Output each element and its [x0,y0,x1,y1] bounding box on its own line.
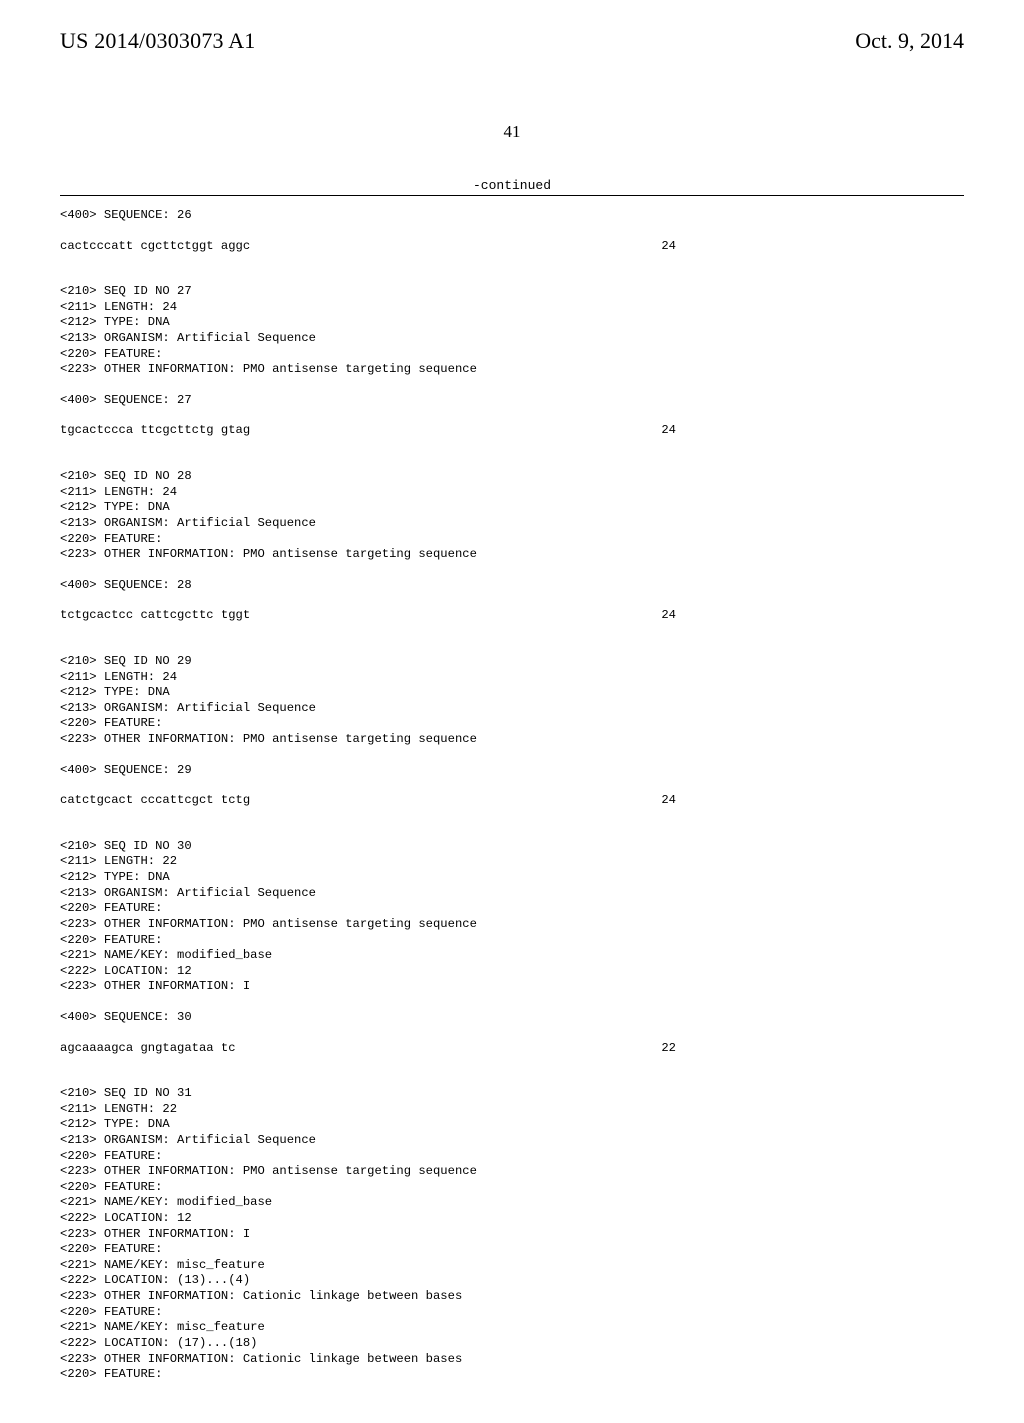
listing-line: <213> ORGANISM: Artificial Sequence [60,701,964,717]
page-number: 41 [60,122,964,142]
listing-line: <220> FEATURE: [60,901,964,917]
gap [60,1071,964,1086]
listing-line: <212> TYPE: DNA [60,870,964,886]
listing-line: <223> OTHER INFORMATION: PMO antisense t… [60,1164,964,1180]
gap [60,824,964,839]
listing-line: <222> LOCATION: 12 [60,964,964,980]
listing-line: <213> ORGANISM: Artificial Sequence [60,886,964,902]
gap [60,748,964,763]
listing-line: <210> SEQ ID NO 30 [60,839,964,855]
listing-line: <212> TYPE: DNA [60,685,964,701]
listing-line: <211> LENGTH: 24 [60,300,964,316]
listing-line: <210> SEQ ID NO 28 [60,469,964,485]
listing-line: <220> FEATURE: [60,532,964,548]
listing-line: <212> TYPE: DNA [60,315,964,331]
page-header: US 2014/0303073 A1 Oct. 9, 2014 [60,0,964,64]
listing-line: <223> OTHER INFORMATION: PMO antisense t… [60,547,964,563]
sequence-length: 24 [646,239,676,255]
divider-rule [60,195,964,196]
listing-line: <211> LENGTH: 22 [60,1102,964,1118]
listing-line: <223> OTHER INFORMATION: Cationic linkag… [60,1289,964,1305]
gap [60,224,964,239]
patent-page: US 2014/0303073 A1 Oct. 9, 2014 41 -cont… [0,0,1024,1423]
listing-line: <400> SEQUENCE: 29 [60,763,964,779]
listing-line: <400> SEQUENCE: 27 [60,393,964,409]
listing-line: <223> OTHER INFORMATION: I [60,979,964,995]
sequence-length: 24 [646,793,676,809]
gap [60,563,964,578]
listing-line: <221> NAME/KEY: misc_feature [60,1320,964,1336]
gap [60,454,964,469]
gap [60,378,964,393]
sequence-length: 22 [646,1041,676,1057]
sequence-text: tgcactccca ttcgcttctg gtag [60,423,250,439]
listing-line: <400> SEQUENCE: 30 [60,1010,964,1026]
sequence-length: 24 [646,608,676,624]
sequence-row: tctgcactcc cattcgcttc tggt 24 [60,608,676,624]
continued-header: -continued [60,178,964,196]
gap [60,995,964,1010]
listing-line: <220> FEATURE: [60,1242,964,1258]
listing-line: <220> FEATURE: [60,1149,964,1165]
listing-line: <220> FEATURE: [60,1367,964,1383]
listing-line: <211> LENGTH: 22 [60,854,964,870]
gap [60,269,964,284]
sequence-text: tctgcactcc cattcgcttc tggt [60,608,250,624]
sequence-text: agcaaaagca gngtagataa tc [60,1041,236,1057]
gap [60,1026,964,1041]
listing-line: <211> LENGTH: 24 [60,485,964,501]
sequence-row: cactcccatt cgcttctggt aggc 24 [60,239,676,255]
sequence-text: catctgcact cccattcgct tctg [60,793,250,809]
listing-line: <220> FEATURE: [60,933,964,949]
listing-line: <223> OTHER INFORMATION: PMO antisense t… [60,362,964,378]
listing-line: <400> SEQUENCE: 28 [60,578,964,594]
listing-line: <400> SEQUENCE: 26 [60,208,964,224]
listing-line: <220> FEATURE: [60,347,964,363]
listing-line: <212> TYPE: DNA [60,1117,964,1133]
gap [60,593,964,608]
sequence-row: catctgcact cccattcgct tctg 24 [60,793,676,809]
listing-line: <222> LOCATION: (17)...(18) [60,1336,964,1352]
sequence-length: 24 [646,423,676,439]
listing-line: <221> NAME/KEY: misc_feature [60,1258,964,1274]
listing-line: <210> SEQ ID NO 31 [60,1086,964,1102]
listing-line: <223> OTHER INFORMATION: I [60,1227,964,1243]
sequence-row: tgcactccca ttcgcttctg gtag 24 [60,423,676,439]
listing-line: <213> ORGANISM: Artificial Sequence [60,331,964,347]
gap [60,639,964,654]
listing-line: <221> NAME/KEY: modified_base [60,1195,964,1211]
continued-label: -continued [60,178,964,193]
listing-line: <223> OTHER INFORMATION: PMO antisense t… [60,732,964,748]
listing-line: <220> FEATURE: [60,1180,964,1196]
gap [60,624,964,639]
gap [60,408,964,423]
sequence-row: agcaaaagca gngtagataa tc 22 [60,1041,676,1057]
sequence-listing: <400> SEQUENCE: 26 cactcccatt cgcttctggt … [60,204,964,1383]
gap [60,1056,964,1071]
listing-line: <223> OTHER INFORMATION: Cationic linkag… [60,1352,964,1368]
listing-line: <213> ORGANISM: Artificial Sequence [60,1133,964,1149]
gap [60,439,964,454]
gap [60,778,964,793]
listing-line: <212> TYPE: DNA [60,500,964,516]
gap [60,809,964,824]
listing-line: <222> LOCATION: (13)...(4) [60,1273,964,1289]
listing-line: <213> ORGANISM: Artificial Sequence [60,516,964,532]
publication-date: Oct. 9, 2014 [855,28,964,54]
listing-line: <221> NAME/KEY: modified_base [60,948,964,964]
listing-line: <210> SEQ ID NO 27 [60,284,964,300]
listing-line: <210> SEQ ID NO 29 [60,654,964,670]
sequence-text: cactcccatt cgcttctggt aggc [60,239,250,255]
publication-number: US 2014/0303073 A1 [60,28,256,54]
gap [60,254,964,269]
listing-line: <211> LENGTH: 24 [60,670,964,686]
listing-line: <222> LOCATION: 12 [60,1211,964,1227]
listing-line: <220> FEATURE: [60,1305,964,1321]
listing-line: <223> OTHER INFORMATION: PMO antisense t… [60,917,964,933]
listing-line: <220> FEATURE: [60,716,964,732]
